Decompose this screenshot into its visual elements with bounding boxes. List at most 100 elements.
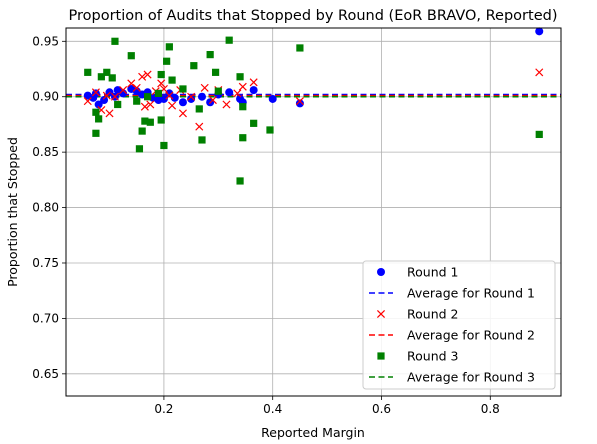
y-axis-label: Proportion that Stopped	[5, 137, 20, 287]
round-2-point	[110, 92, 119, 101]
round-3-point	[296, 44, 304, 52]
round-2-point	[143, 70, 152, 79]
round-1-point	[100, 96, 109, 105]
legend-box	[362, 260, 556, 390]
legend-entry-label: Average for Round 1	[407, 286, 535, 301]
round-2-point-stroke	[208, 96, 217, 105]
round-2-point-stroke	[222, 100, 231, 109]
round-2-point	[178, 109, 187, 118]
round-2-point	[91, 88, 100, 97]
round-2-point-stroke	[238, 82, 247, 91]
round-3-point	[179, 85, 187, 93]
round-2-point-stroke	[165, 91, 174, 100]
round-2-point	[138, 72, 147, 81]
chart-title: Proportion of Audits that Stopped by Rou…	[69, 8, 558, 24]
round-2-point	[132, 83, 141, 92]
y-tick-label: 0.95	[32, 34, 59, 48]
x-tick-label: 0.2	[154, 402, 173, 416]
round-2-point	[102, 91, 111, 100]
round-3-point	[198, 136, 206, 144]
legend: Round 1 Average for Round 1 Round 2 Average…	[362, 260, 556, 390]
round-2-point	[535, 68, 544, 77]
round-2-point-stroke	[200, 83, 209, 92]
round-2-point	[165, 91, 174, 100]
round-2-point	[168, 101, 177, 110]
round-3-point	[236, 177, 244, 185]
round-3-point	[195, 105, 203, 113]
round-2-point-stroke	[146, 100, 155, 109]
x-tick-label: 0.8	[481, 402, 500, 416]
y-tick-label: 0.80	[32, 201, 59, 215]
round-3-point	[143, 93, 152, 101]
round-3-point	[214, 87, 222, 95]
round-2-point	[105, 109, 114, 118]
round-2-point-stroke	[195, 122, 204, 131]
round-3-point	[108, 74, 116, 82]
round-1-point	[197, 92, 206, 101]
y-tick-label: 0.85	[32, 145, 59, 159]
round-2-point	[157, 79, 166, 88]
round-3-point	[157, 70, 165, 79]
round-1-point	[91, 89, 100, 98]
round-3-point	[92, 108, 100, 116]
round-2-point	[208, 96, 217, 105]
legend-entry-label: Round 1	[407, 265, 458, 280]
round-1-point	[535, 27, 544, 36]
plot-area-frame	[65, 27, 562, 397]
round-3-point	[84, 68, 92, 76]
round-2-point-stroke	[132, 83, 141, 92]
ticks: 0.2 0.4 0.6 0.8 0.65 0.70 0.75 0.80 0.85 0.90 0.95	[32, 34, 500, 416]
round-3-point	[163, 57, 171, 65]
round-1-point	[165, 89, 174, 98]
y-tick-label: 0.65	[32, 367, 59, 381]
round-2-point	[146, 100, 155, 109]
round-2-point	[187, 92, 196, 101]
round-2-point-stroke	[187, 92, 196, 101]
round-3-point	[165, 43, 173, 51]
legend-entry-label: Average for Round 2	[407, 328, 535, 343]
round-3-point	[225, 36, 233, 44]
round-3-point	[157, 116, 165, 124]
round-2-point	[83, 97, 92, 106]
round-2-point	[119, 86, 128, 95]
round-3-point	[266, 126, 274, 134]
round-2-point-stroke	[127, 79, 136, 88]
round-2-point-stroke	[138, 72, 147, 81]
round-2-point-stroke	[295, 97, 304, 106]
round-2-point	[238, 82, 247, 91]
round-3-point	[97, 73, 105, 81]
round-1-point	[187, 94, 196, 103]
round-2-point-stroke	[535, 68, 544, 77]
round-2-point-stroke	[168, 101, 177, 110]
round-3-point	[141, 117, 149, 125]
round-2-point	[200, 83, 209, 92]
legend-marker-swatch	[377, 352, 385, 360]
round-2-point-stroke	[91, 88, 100, 97]
round-1-point	[249, 86, 258, 95]
round-1-point	[178, 98, 187, 107]
round-3-point	[103, 68, 111, 76]
data-points	[83, 27, 544, 185]
round-3-point	[160, 141, 168, 150]
round-2-point	[222, 100, 231, 109]
round-3-point	[239, 103, 247, 111]
round-2-point	[127, 79, 136, 88]
round-2-point-stroke	[83, 97, 92, 106]
round-3-point	[190, 62, 198, 70]
round-3-point	[133, 97, 141, 105]
legend-marker-swatch	[376, 309, 386, 319]
round-3-point	[138, 127, 146, 135]
round-3-point	[250, 119, 258, 127]
legend-marker-swatch-stroke	[376, 309, 386, 319]
legend-entry-label: Round 2	[407, 307, 458, 322]
round-2-point	[249, 78, 258, 87]
round-3-point	[127, 52, 135, 60]
x-tick-label: 0.4	[263, 402, 282, 416]
round-3-point	[236, 73, 244, 81]
round-3-point	[535, 130, 543, 139]
round-2-point-stroke	[105, 109, 114, 118]
round-3-point	[211, 68, 220, 76]
legend-marker-swatch	[377, 268, 385, 276]
round-1-point	[225, 88, 234, 97]
